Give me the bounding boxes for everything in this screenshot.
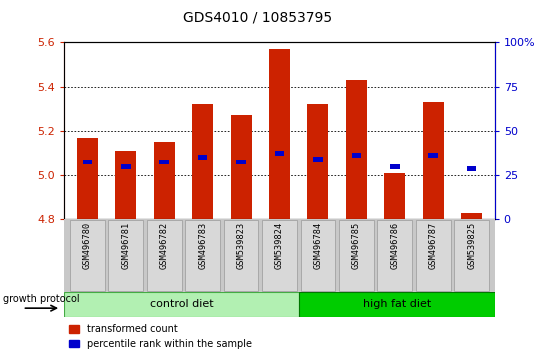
Bar: [461, 213, 482, 219]
Bar: [416, 220, 451, 291]
Bar: [269, 49, 290, 219]
Bar: [428, 153, 438, 158]
Text: GSM496786: GSM496786: [390, 222, 399, 269]
Text: GSM496781: GSM496781: [121, 222, 130, 269]
Text: GSM496784: GSM496784: [314, 222, 323, 269]
Bar: [121, 164, 131, 169]
Bar: [108, 220, 143, 291]
Text: GSM539825: GSM539825: [467, 222, 476, 269]
Bar: [454, 220, 489, 291]
Bar: [147, 220, 182, 291]
Legend: transformed count, percentile rank within the sample: transformed count, percentile rank withi…: [69, 324, 252, 349]
Bar: [70, 220, 105, 291]
Bar: [313, 157, 323, 162]
Text: GSM496780: GSM496780: [83, 222, 92, 269]
Text: growth protocol: growth protocol: [3, 294, 80, 304]
Bar: [301, 220, 335, 291]
Text: GDS4010 / 10853795: GDS4010 / 10853795: [183, 11, 333, 25]
Bar: [262, 220, 297, 291]
Text: control diet: control diet: [150, 299, 214, 309]
Bar: [346, 80, 367, 219]
Bar: [307, 104, 329, 219]
Bar: [299, 292, 495, 317]
Bar: [64, 292, 299, 317]
Bar: [339, 220, 373, 291]
Bar: [198, 155, 207, 160]
Text: GSM496782: GSM496782: [160, 222, 169, 269]
Bar: [159, 160, 169, 164]
Bar: [352, 153, 361, 158]
Bar: [377, 220, 412, 291]
Text: high fat diet: high fat diet: [363, 299, 431, 309]
Text: GSM539824: GSM539824: [275, 222, 284, 269]
Bar: [467, 166, 476, 171]
Bar: [77, 138, 98, 219]
Text: GSM496783: GSM496783: [198, 222, 207, 269]
Bar: [236, 160, 246, 164]
Bar: [390, 164, 400, 169]
Bar: [423, 102, 444, 219]
Text: GSM496787: GSM496787: [429, 222, 438, 269]
Text: GSM496785: GSM496785: [352, 222, 361, 269]
Bar: [224, 220, 258, 291]
Bar: [230, 115, 252, 219]
Bar: [274, 151, 285, 155]
Bar: [154, 142, 175, 219]
Text: GSM539823: GSM539823: [236, 222, 245, 269]
Bar: [192, 104, 213, 219]
Bar: [115, 151, 136, 219]
Bar: [83, 160, 92, 164]
Bar: [186, 220, 220, 291]
Bar: [384, 173, 405, 219]
